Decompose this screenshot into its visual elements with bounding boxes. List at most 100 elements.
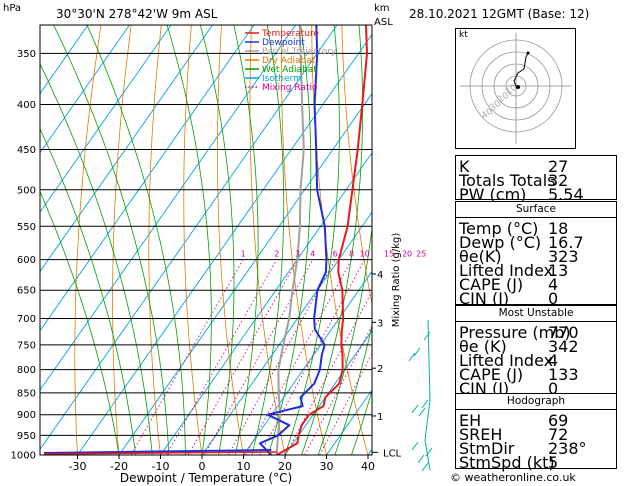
mu-pressure-value: 770	[548, 323, 579, 342]
pressure-tick-label: 400	[17, 100, 36, 111]
wet-adiabat-line	[334, 323, 372, 455]
wet-adiabat-line	[284, 25, 340, 455]
isotherm-line	[243, 270, 372, 455]
hodograph-trace	[513, 52, 529, 87]
wet-adiabat-line	[40, 63, 153, 455]
dry-adiabat-line	[183, 25, 203, 455]
temperature-tick-label: 0	[199, 460, 206, 473]
dry-adiabat-line	[371, 25, 372, 35]
dry-adiabat-line	[216, 25, 244, 455]
wet-adiabat-line	[351, 389, 372, 455]
surface-thetae-value: 323	[548, 247, 579, 266]
wind-barb	[413, 347, 421, 357]
hodograph-title: Hodograph	[506, 395, 566, 407]
dry-adiabat-line	[280, 25, 327, 455]
mu-cin-value: 0	[548, 379, 559, 398]
stmspd-value: 5	[548, 453, 559, 472]
mixing-ratio-label: 10	[360, 250, 370, 259]
mixing-ratio-label: 1	[241, 250, 246, 259]
stmdir-label: StmDir	[459, 439, 515, 458]
isotherm-line	[40, 25, 338, 451]
asl-label: ASL	[374, 17, 393, 28]
indices-table: K 27 Totals Totals 32 PW (cm) 5.54	[455, 155, 617, 204]
wind-profile-line	[424, 319, 431, 471]
mixing-ratio-line	[245, 259, 352, 455]
dry-adiabat-line	[341, 25, 372, 306]
temperature-tick-label: 40	[361, 460, 375, 473]
index-pw-value: 5.54	[548, 185, 584, 204]
pressure-tick-label: 650	[17, 286, 36, 297]
wet-adiabat-line	[233, 25, 259, 455]
wind-barb	[411, 441, 419, 451]
dry-adiabat-line	[311, 25, 369, 455]
mixing-ratio-label: 8	[349, 250, 354, 259]
mu-thetae-value: 342	[548, 337, 579, 356]
pressure-tick-label: 800	[17, 365, 36, 376]
temperature-tick-label: 20	[278, 460, 292, 473]
datetime-title: 28.10.2021 12GMT (Base: 12)	[409, 7, 590, 21]
index-k-label: K	[459, 157, 470, 176]
pressure-tick-label: 950	[17, 431, 36, 442]
temperature-line	[276, 25, 368, 455]
wind-barb	[423, 331, 431, 341]
mixing-ratio-label: 6	[333, 250, 338, 259]
hodograph-ring	[493, 63, 539, 109]
surface-dewp-value: 16.7	[548, 233, 584, 252]
dry-adiabat-line	[249, 25, 286, 455]
km-tick-label: 2	[377, 364, 383, 375]
surface-li-label: Lifted Index	[459, 261, 554, 280]
km-tick-label: 3	[377, 318, 383, 329]
credit-footer: © weatheronline.co.uk	[450, 471, 576, 484]
pressure-tick-label: 850	[17, 388, 36, 399]
surface-cape-label: CAPE (J)	[459, 275, 524, 294]
eh-value: 69	[548, 411, 569, 430]
temperature-tick-label: 30	[320, 460, 334, 473]
wet-adiabat-line	[268, 25, 312, 455]
index-k-value: 27	[548, 157, 569, 176]
legend-label: Wet Adiabat	[262, 65, 317, 75]
surface-title: Surface	[515, 203, 556, 215]
wet-adiabat-line	[199, 25, 235, 455]
temperature-tick-label: -20	[110, 460, 128, 473]
isotherm-line	[160, 152, 372, 455]
surface-cape-value: 4	[548, 275, 559, 294]
temperature-tick-label: -10	[152, 460, 170, 473]
hodograph-point	[526, 51, 530, 55]
location-title: 30°30'N 278°42'W 9m ASL	[56, 7, 218, 21]
mixing-ratio-label: 2	[274, 250, 279, 259]
pressure-tick-label: 700	[17, 314, 36, 325]
index-tt-value: 32	[548, 171, 569, 190]
stmdir-value: 238°	[548, 439, 587, 458]
mu-li-label: Lifted Index	[459, 351, 554, 370]
legend-label: Mixing Ratio	[262, 83, 318, 93]
most-unstable-title: Most Unstable	[498, 307, 574, 319]
wet-adiabat-line	[40, 190, 120, 455]
pressure-tick-label: 350	[17, 49, 36, 60]
wind-barb	[417, 454, 425, 464]
wet-adiabat-line	[40, 127, 136, 455]
wind-barb	[418, 407, 426, 417]
pressure-tick-label: 600	[17, 255, 36, 266]
mu-thetae-label: θe (K)	[459, 337, 507, 356]
mu-cape-label: CAPE (J)	[459, 365, 524, 384]
legend-label: Dewpoint	[262, 38, 305, 48]
wet-adiabat-line	[317, 224, 372, 455]
surface-li-value: 13	[548, 261, 569, 280]
legend-label: Isotherm	[262, 74, 302, 84]
isotherm-line	[77, 33, 372, 455]
most-unstable-table: Most Unstable Pressure (mb) 770 θe (K) 342…	[455, 305, 617, 398]
km-tick-label: 4	[377, 270, 383, 281]
wind-barb	[421, 462, 429, 472]
hodograph-table: Hodograph EH 69 SREH 72 StmDir 238° StmSpd …	[455, 393, 617, 472]
pressure-tick-label: 550	[17, 222, 36, 233]
pressure-tick-label: 1000	[11, 451, 36, 462]
legend-label: Dry Adiabat	[262, 56, 316, 66]
mu-li-value: 4	[548, 351, 559, 370]
plot-frame	[39, 24, 373, 456]
hpa-label: hPa	[3, 3, 22, 14]
y-axis-right-title: Mixing Ratio (g/kg)	[391, 233, 402, 328]
hodograph-ring	[469, 39, 563, 133]
mixing-ratio-label: 20	[402, 250, 412, 259]
surface-temp-label: Temp (°C)	[459, 219, 539, 238]
